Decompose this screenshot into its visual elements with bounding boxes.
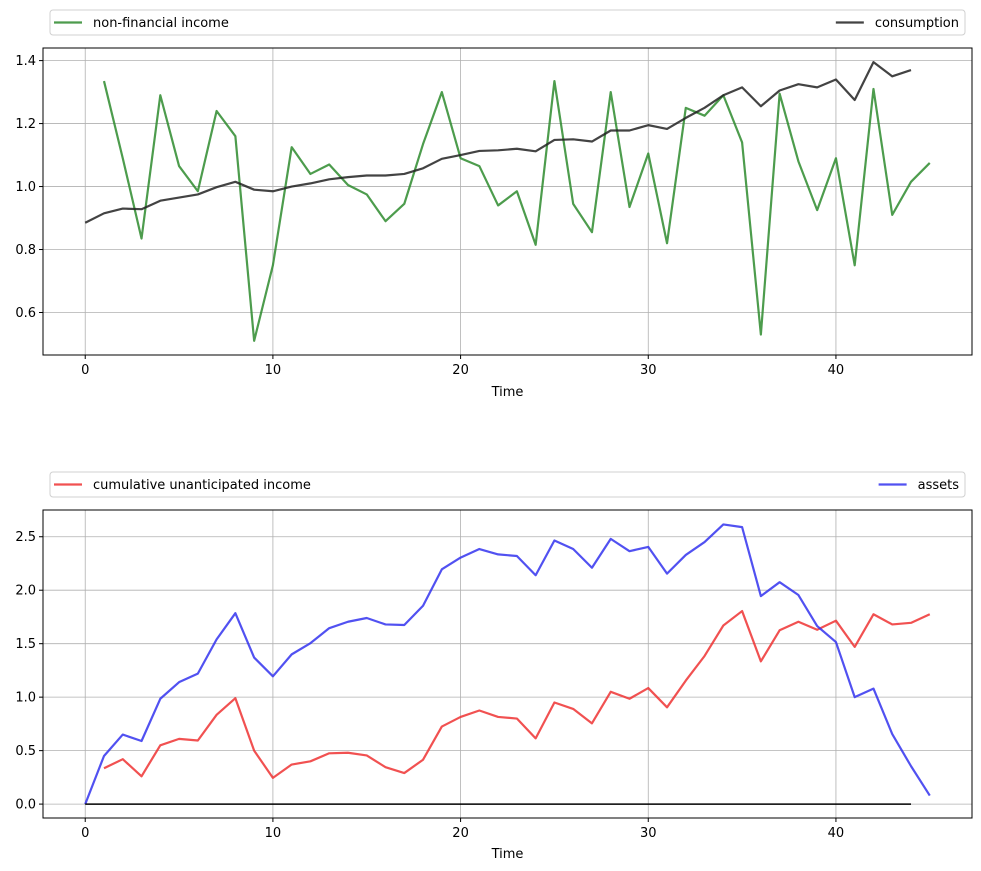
- x-tick-label: 10: [265, 826, 282, 841]
- y-tick-label: 1.4: [15, 54, 36, 69]
- x-tick-label: 30: [640, 826, 657, 841]
- x-tick-label: 20: [452, 826, 469, 841]
- x-tick-label: 40: [828, 826, 845, 841]
- x-tick-label: 0: [81, 363, 89, 378]
- legend-label: non-financial income: [93, 16, 229, 31]
- x-tick-label: 30: [640, 363, 657, 378]
- x-tick-label: 0: [81, 826, 89, 841]
- y-tick-label: 0.8: [15, 243, 36, 258]
- legend-label: cumulative unanticipated income: [93, 478, 311, 493]
- y-tick-label: 0.5: [15, 744, 36, 759]
- series-line-consumption: [84, 61, 912, 224]
- legend-label: assets: [918, 478, 960, 493]
- chart-1: 0 10 20 30 40 0.6 0.8 1.0 1.2 1.4 Time non-financia…: [15, 9, 973, 400]
- legend-box: [49, 471, 966, 498]
- series-line-non-financial-income: [102, 79, 931, 342]
- y-tick-label: 0.0: [15, 798, 36, 813]
- x-axis-label: Time: [491, 385, 524, 400]
- series-line-cumulative-unanticipated-income: [103, 609, 931, 780]
- y-tick-label: 2.0: [15, 584, 36, 599]
- plot-frame: [42, 47, 973, 356]
- y-tick-label: 1.2: [15, 117, 36, 132]
- y-tick-label: 1.0: [15, 180, 36, 195]
- legend-box: [49, 9, 966, 36]
- x-tick-label: 20: [452, 363, 469, 378]
- y-tick-label: 1.0: [15, 691, 36, 706]
- plot-frame: [42, 509, 973, 819]
- chart-2: 0 10 20 30 40 0.0 0.5 1.0 1.5 2.0 2.5 Time cumulativ…: [15, 471, 973, 862]
- x-axis-label: Time: [491, 847, 524, 862]
- y-tick-label: 2.5: [15, 530, 36, 545]
- legend-label: consumption: [875, 16, 959, 31]
- x-tick-label: 40: [828, 363, 845, 378]
- x-tick-label: 10: [265, 363, 282, 378]
- series-line-assets: [84, 523, 931, 805]
- y-tick-label: 1.5: [15, 637, 36, 652]
- y-tick-label: 0.6: [15, 306, 36, 321]
